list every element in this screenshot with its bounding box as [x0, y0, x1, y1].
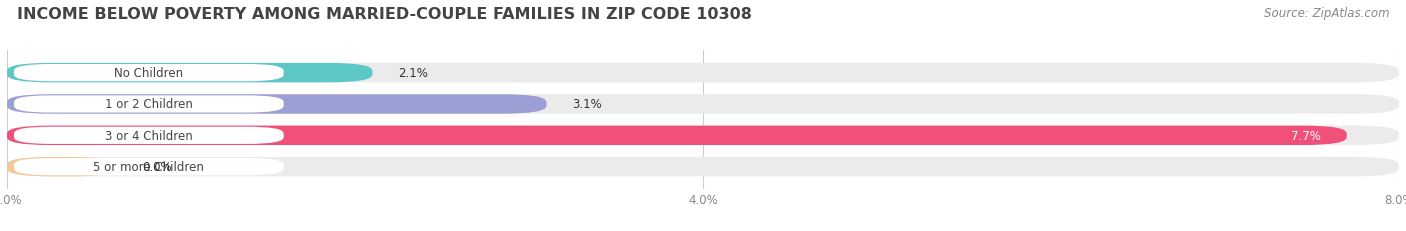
FancyBboxPatch shape: [7, 95, 1399, 114]
Text: No Children: No Children: [114, 67, 183, 80]
Text: Source: ZipAtlas.com: Source: ZipAtlas.com: [1264, 7, 1389, 20]
Text: 3.1%: 3.1%: [572, 98, 602, 111]
FancyBboxPatch shape: [14, 65, 284, 82]
FancyBboxPatch shape: [14, 158, 284, 176]
Text: 3 or 4 Children: 3 or 4 Children: [105, 129, 193, 142]
Text: 7.7%: 7.7%: [1291, 129, 1320, 142]
FancyBboxPatch shape: [7, 95, 547, 114]
FancyBboxPatch shape: [7, 64, 1399, 83]
FancyBboxPatch shape: [7, 64, 373, 83]
FancyBboxPatch shape: [7, 157, 1399, 177]
FancyBboxPatch shape: [7, 126, 1399, 145]
FancyBboxPatch shape: [14, 96, 284, 113]
Text: 5 or more Children: 5 or more Children: [93, 161, 204, 173]
Text: 2.1%: 2.1%: [398, 67, 429, 80]
FancyBboxPatch shape: [7, 126, 1347, 145]
FancyBboxPatch shape: [7, 157, 115, 177]
Text: 0.0%: 0.0%: [142, 161, 172, 173]
Text: 1 or 2 Children: 1 or 2 Children: [105, 98, 193, 111]
FancyBboxPatch shape: [14, 127, 284, 144]
Text: INCOME BELOW POVERTY AMONG MARRIED-COUPLE FAMILIES IN ZIP CODE 10308: INCOME BELOW POVERTY AMONG MARRIED-COUPL…: [17, 7, 752, 22]
